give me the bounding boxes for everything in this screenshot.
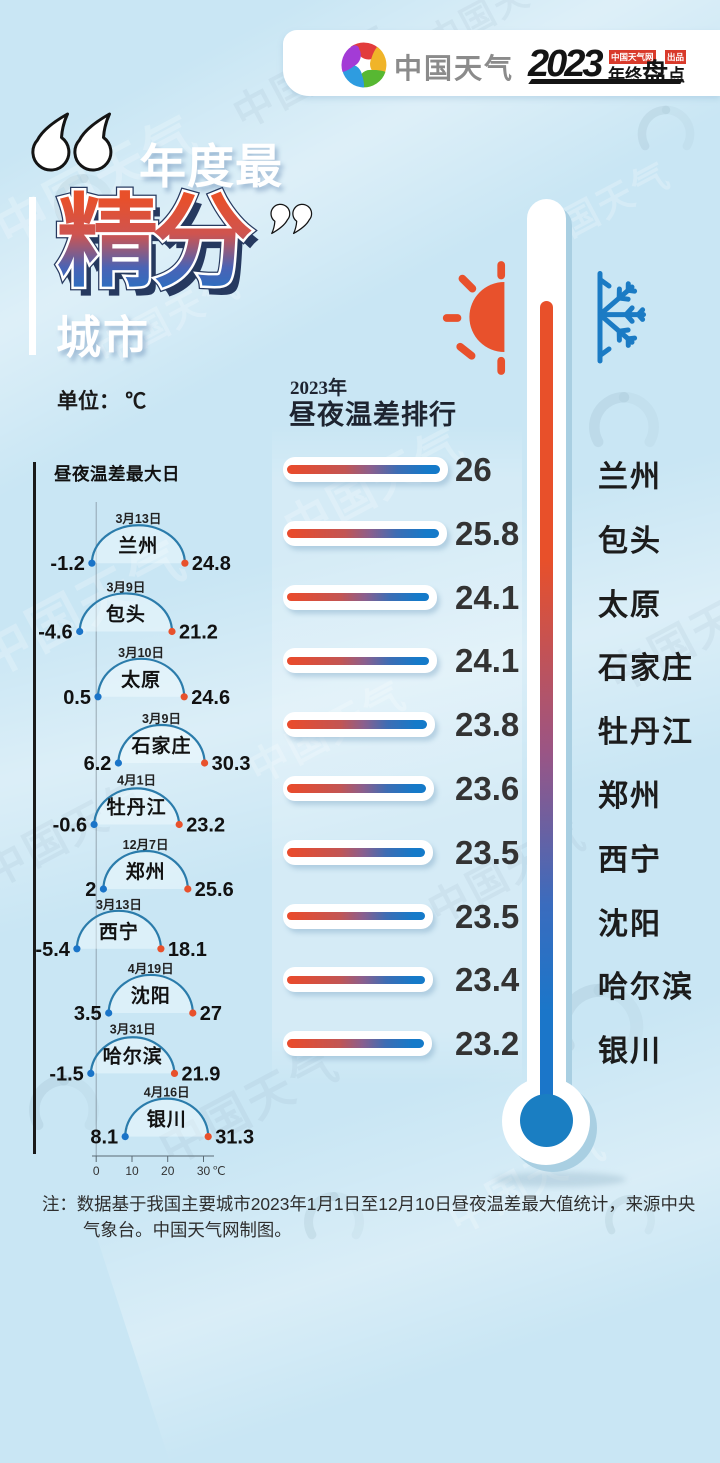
svg-text:0.5: 0.5 [63,687,91,709]
svg-text:兰州: 兰州 [118,534,158,557]
svg-text:4月16日: 4月16日 [144,1086,190,1100]
svg-text:23.2: 23.2 [186,815,225,837]
svg-text:-5.4: -5.4 [35,939,70,961]
svg-text:30.3: 30.3 [212,753,251,775]
svg-text:2: 2 [85,879,96,901]
svg-text:12月7日: 12月7日 [123,838,169,852]
svg-text:10: 10 [125,1164,139,1178]
svg-text:银川: 银川 [147,1108,187,1131]
svg-text:27: 27 [200,1003,222,1025]
svg-text:3.5: 3.5 [74,1003,102,1025]
svg-text:4月19日: 4月19日 [128,962,174,976]
svg-text:4月1日: 4月1日 [117,774,156,788]
svg-text:21.2: 21.2 [179,622,218,644]
svg-text:3月9日: 3月9日 [142,712,181,726]
svg-text:3月10日: 3月10日 [118,646,164,660]
svg-text:18.1: 18.1 [168,939,207,961]
svg-text:℃: ℃ [212,1164,225,1178]
svg-text:西宁: 西宁 [99,920,139,943]
svg-text:-1.5: -1.5 [49,1063,83,1085]
svg-text:哈尔滨: 哈尔滨 [103,1044,163,1067]
svg-text:-0.6: -0.6 [53,815,87,837]
svg-text:21.9: 21.9 [182,1063,221,1085]
svg-text:包头: 包头 [106,603,146,626]
svg-text:31.3: 31.3 [215,1127,254,1149]
svg-text:3月31日: 3月31日 [110,1022,156,1036]
svg-text:20: 20 [161,1164,175,1178]
svg-text:0: 0 [93,1164,100,1178]
svg-text:6.2: 6.2 [84,753,112,775]
svg-text:3月13日: 3月13日 [115,512,161,526]
svg-text:郑州: 郑州 [126,861,166,883]
svg-text:24.8: 24.8 [192,553,231,575]
svg-text:24.6: 24.6 [191,687,230,709]
svg-text:30: 30 [197,1164,211,1178]
svg-text:3月9日: 3月9日 [106,581,145,595]
svg-text:牡丹江: 牡丹江 [107,797,167,819]
svg-text:25.6: 25.6 [195,879,234,901]
svg-text:精分: 精分 [57,187,252,299]
svg-text:8.1: 8.1 [90,1127,118,1149]
svg-text:太原: 太原 [121,668,161,691]
svg-text:-4.6: -4.6 [38,622,72,644]
svg-text:3月13日: 3月13日 [96,898,142,912]
svg-text:-1.2: -1.2 [50,553,84,575]
svg-text:沈阳: 沈阳 [131,984,171,1007]
svg-text:石家庄: 石家庄 [130,734,191,757]
